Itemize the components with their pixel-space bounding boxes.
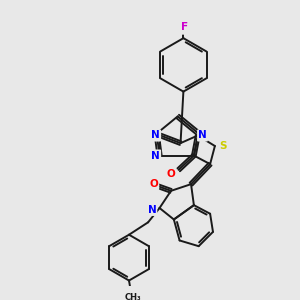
Text: N: N — [152, 151, 160, 160]
Text: N: N — [152, 130, 160, 140]
Text: O: O — [149, 179, 158, 189]
Text: CH₃: CH₃ — [124, 293, 141, 300]
Text: F: F — [181, 22, 188, 32]
Text: N: N — [148, 205, 156, 215]
Text: O: O — [167, 169, 176, 179]
Text: S: S — [219, 141, 226, 151]
Text: F: F — [180, 24, 187, 34]
Text: N: N — [198, 130, 207, 140]
